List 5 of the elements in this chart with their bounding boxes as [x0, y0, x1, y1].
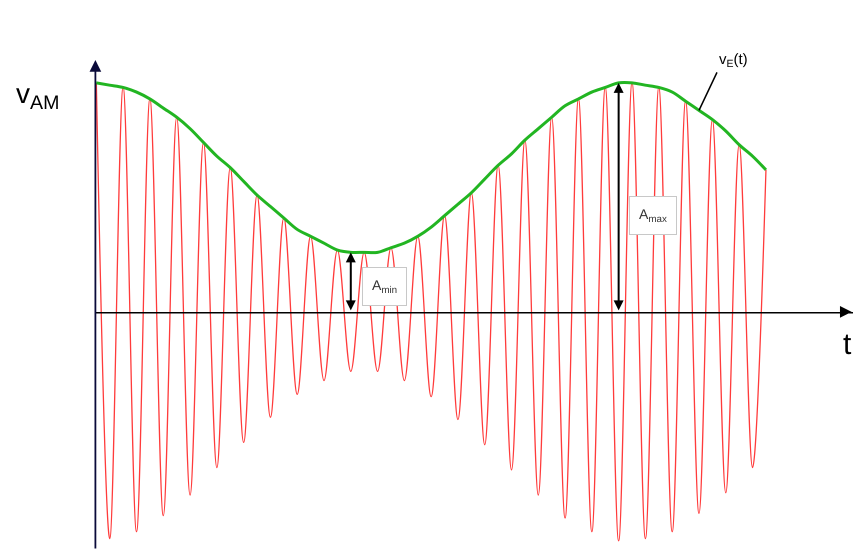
x-axis-title: t — [843, 328, 852, 361]
annotation: A$_{min}$ — [372, 277, 398, 296]
y-axis-title: v$_{AM}$ — [16, 78, 60, 114]
annotation: A$_{max}$ — [639, 206, 667, 225]
text: v$_{E}$(t) — [719, 51, 748, 70]
